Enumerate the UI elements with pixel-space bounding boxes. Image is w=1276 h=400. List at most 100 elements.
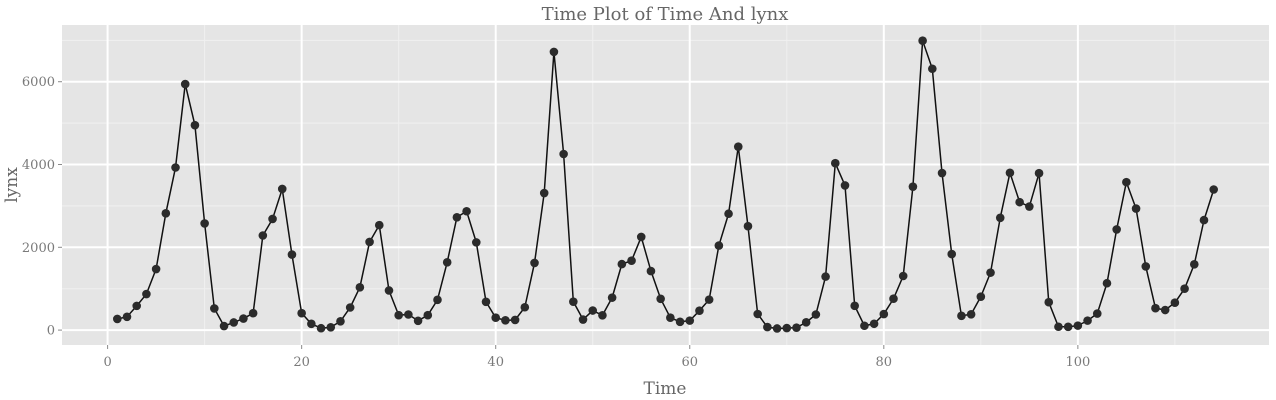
- data-point: [636, 232, 646, 242]
- data-point: [1170, 298, 1180, 307]
- data-point: [1180, 284, 1189, 293]
- data-point: [336, 316, 345, 326]
- x-tick-label: 0: [103, 355, 111, 370]
- data-point: [510, 315, 520, 325]
- data-point: [132, 301, 142, 311]
- data-point: [976, 292, 986, 301]
- data-point: [811, 310, 821, 319]
- data-point: [404, 310, 413, 319]
- data-point: [384, 286, 394, 295]
- minor-gridlines: [62, 25, 1269, 345]
- x-axis-title: Time: [644, 379, 687, 399]
- data-point: [840, 181, 850, 190]
- data-point: [743, 221, 753, 231]
- data-point: [908, 182, 918, 191]
- data-point: [355, 283, 365, 292]
- data-point: [452, 212, 462, 222]
- y-tick-label: 4000: [22, 158, 55, 173]
- data-point: [1199, 215, 1209, 225]
- y-axis-title: lynx: [2, 167, 22, 203]
- data-point: [374, 220, 384, 230]
- data-point: [986, 268, 995, 277]
- data-point: [792, 323, 801, 332]
- x-tick-label: 40: [487, 355, 504, 370]
- data-point: [607, 293, 617, 302]
- data-point: [491, 313, 501, 323]
- data-point: [1044, 297, 1054, 307]
- data-point: [704, 295, 714, 304]
- data-point: [598, 310, 607, 320]
- data-point: [850, 301, 860, 311]
- data-point: [200, 219, 209, 228]
- data-point: [113, 314, 122, 324]
- data-point: [860, 321, 869, 331]
- series-line: [117, 39, 1215, 330]
- data-point: [326, 322, 336, 332]
- data-point: [219, 321, 229, 331]
- data-point: [229, 318, 239, 327]
- data-point: [1092, 309, 1102, 318]
- y-tick-label: 6000: [22, 75, 55, 90]
- data-point: [1005, 168, 1015, 178]
- data-point: [869, 319, 879, 329]
- data-point: [724, 209, 733, 219]
- data-point: [142, 289, 151, 299]
- data-point: [442, 257, 452, 267]
- data-point: [695, 306, 704, 315]
- data-point: [248, 308, 258, 318]
- data-point: [889, 294, 898, 304]
- data-point: [297, 308, 306, 318]
- data-point: [258, 231, 268, 240]
- data-point: [1102, 278, 1112, 288]
- data-point: [666, 313, 675, 323]
- data-point: [520, 302, 530, 312]
- data-point: [530, 258, 539, 268]
- data-point: [287, 250, 297, 259]
- data-point: [1034, 168, 1044, 178]
- data-point: [277, 184, 287, 194]
- y-tick-label: 0: [47, 324, 55, 339]
- data-point: [1063, 322, 1073, 332]
- data-point: [394, 310, 403, 320]
- x-axis-ticks: 0 20 40 60 80 100: [103, 345, 1090, 370]
- data-point: [763, 322, 772, 332]
- data-point: [1083, 316, 1092, 325]
- data-point: [879, 309, 889, 319]
- data-point: [1025, 202, 1034, 211]
- data-point: [1209, 185, 1218, 194]
- data-point: [1122, 177, 1131, 187]
- data-point: [268, 214, 277, 224]
- data-point: [413, 316, 423, 326]
- data-point: [1112, 225, 1121, 234]
- data-point: [210, 304, 219, 313]
- data-point: [180, 79, 190, 89]
- data-point: [171, 163, 180, 172]
- data-point: [161, 209, 171, 218]
- data-point: [423, 310, 433, 320]
- data-point: [1015, 197, 1024, 207]
- x-tick-label: 80: [876, 355, 893, 370]
- data-point: [995, 213, 1005, 223]
- data-point: [753, 309, 762, 319]
- data-point: [947, 249, 957, 259]
- data-point: [928, 64, 937, 74]
- data-point: [481, 297, 491, 307]
- data-point: [462, 206, 471, 216]
- plot-panel: [62, 25, 1269, 345]
- data-point: [830, 158, 840, 168]
- data-point: [801, 318, 811, 327]
- data-point: [918, 36, 927, 45]
- major-gridlines: [62, 25, 1269, 345]
- series-line-group: [117, 39, 1215, 330]
- data-point: [1073, 321, 1083, 330]
- data-point: [122, 312, 132, 322]
- chart-title: Time Plot of Time And lynx: [542, 4, 789, 25]
- data-point: [569, 297, 578, 306]
- data-point: [1131, 204, 1141, 213]
- data-point: [782, 323, 792, 333]
- data-point: [588, 306, 598, 315]
- data-point: [190, 120, 200, 130]
- data-point: [433, 295, 442, 305]
- data-point: [772, 324, 782, 333]
